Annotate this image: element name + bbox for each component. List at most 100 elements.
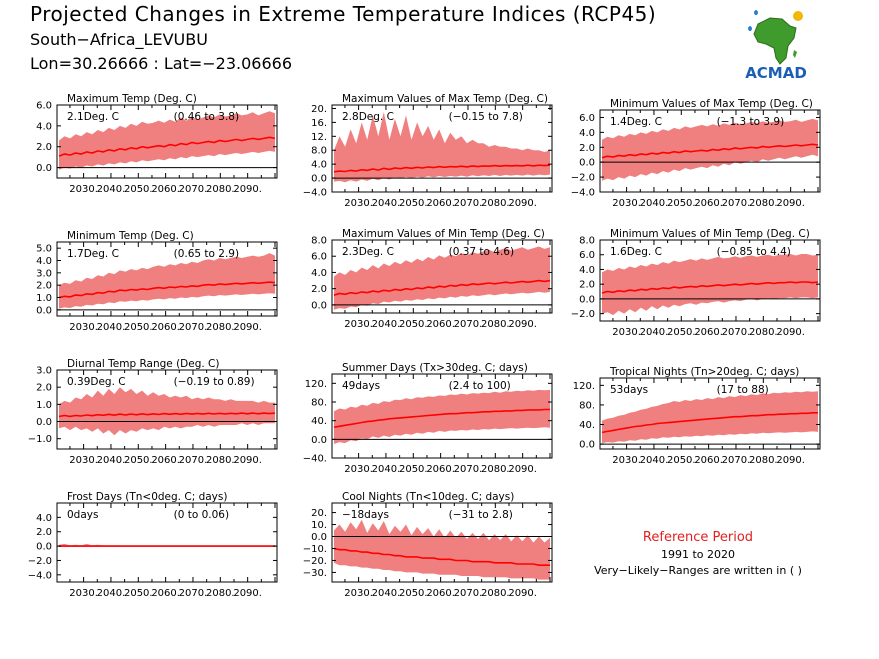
- x-tick-label: 2060.: [694, 198, 723, 209]
- mean-change-line: [601, 281, 819, 294]
- chart-panel-6: −2.00.02.04.06.08.02030.2040.2050.2060.2…: [571, 228, 821, 338]
- y-tick-label: 10.: [311, 520, 327, 531]
- y-tick-label: −4.0: [303, 188, 327, 199]
- reference-period-years: 1991 to 2020: [660, 548, 736, 561]
- x-tick-label: 2040.: [372, 319, 401, 330]
- y-tick-label: 0.0: [311, 532, 327, 543]
- x-tick-label: 2080.: [481, 198, 510, 209]
- y-tick-label: 4.0: [311, 160, 327, 171]
- x-tick-label: 2050.: [124, 184, 153, 195]
- y-tick-label: 16.: [311, 118, 327, 129]
- chart-likely-range: (−0.19 to 0.89): [174, 376, 255, 388]
- chart-panel-5: 0.0 2.0 4.0 6.0 8.0 2030.2040.2050.2060.2070.…: [311, 228, 553, 330]
- reference-period-title: Reference Period: [642, 530, 754, 545]
- x-tick-label: 2060.: [426, 464, 455, 475]
- y-tick-label: −2.0: [571, 173, 595, 184]
- chart-likely-range: (0.46 to 3.8): [174, 111, 240, 123]
- y-tick-label: −1.0: [28, 434, 52, 445]
- x-tick-label: 2080.: [749, 455, 778, 466]
- chart-title: Minimum Values of Min Temp (Deg. C): [610, 228, 810, 240]
- x-tick-label: 2090.: [508, 198, 537, 209]
- plot-frame: [56, 104, 278, 179]
- plot-frame: [331, 239, 553, 314]
- chart-panel-2: −4.0 0.0 4.0 8.0 12. 16. 20. 2030.2040.2050.206…: [303, 93, 553, 209]
- x-tick-label: 2060.: [694, 455, 723, 466]
- x-tick-label: 2040.: [372, 198, 401, 209]
- x-tick-label: 2080.: [481, 588, 510, 599]
- x-tick-label: 2060.: [151, 455, 180, 466]
- x-tick-label: 2050.: [124, 455, 153, 466]
- x-tick-label: 2070.: [454, 588, 483, 599]
- y-tick-label: 4.0: [36, 121, 52, 132]
- chart-title: Maximum Values of Min Temp (Deg. C): [342, 228, 545, 240]
- chart-summary: 2.3Deg. C: [342, 246, 394, 258]
- chart-panel-9: 0.040.80.120.2030.2040.2050.2060.2070.20…: [573, 366, 821, 466]
- chart-summary: 49days: [342, 380, 380, 392]
- chart-likely-range: (0.65 to 2.9): [174, 248, 240, 260]
- x-tick-label: 2090.: [233, 455, 262, 466]
- x-tick-label: 2090.: [776, 198, 805, 209]
- x-tick-label: 2090.: [233, 184, 262, 195]
- chart-title: Maximum Values of Max Temp (Deg. C): [342, 93, 548, 105]
- y-tick-label: 5.0: [36, 244, 52, 255]
- likely-range-band: [334, 112, 550, 183]
- y-tick-label: 2.0: [36, 281, 52, 292]
- chart-title: Minimum Values of Max Temp (Deg. C): [610, 98, 813, 110]
- y-tick-label: 0.0: [579, 294, 595, 305]
- y-tick-label: 0.0: [36, 163, 52, 174]
- y-tick-label: −2.0: [28, 556, 52, 567]
- chart-summary: 1.4Deg. C: [610, 116, 662, 128]
- x-tick-label: 2090.: [508, 588, 537, 599]
- x-tick-label: 2040.: [372, 464, 401, 475]
- x-tick-label: 2080.: [206, 184, 235, 195]
- chart-summary: 1.7Deg. C: [67, 248, 119, 260]
- y-tick-label: −4.0: [28, 570, 52, 581]
- x-tick-label: 2070.: [179, 184, 208, 195]
- y-tick-label: 6.0: [36, 101, 52, 112]
- coordinates: Lon=30.26666 : Lat=−23.06666: [30, 54, 293, 73]
- chart-summary: 2.8Deg. C: [342, 111, 394, 123]
- y-tick-label: 12.: [311, 132, 327, 143]
- x-tick-label: 2040.: [640, 455, 669, 466]
- x-tick-label: 2070.: [179, 588, 208, 599]
- x-tick-label: 2070.: [722, 198, 751, 209]
- y-tick-label: 0.0: [311, 435, 327, 446]
- chart-likely-range: (−1.3 to 3.9): [717, 116, 785, 128]
- x-tick-label: 2070.: [179, 455, 208, 466]
- x-tick-label: 2030.: [612, 327, 641, 338]
- x-tick-label: 2040.: [97, 588, 126, 599]
- x-tick-label: 2050.: [667, 198, 696, 209]
- x-tick-label: 2070.: [454, 198, 483, 209]
- y-tick-label: 40.: [579, 420, 595, 431]
- chart-title: Summer Days (Tx>30deg. C; days): [342, 362, 528, 374]
- x-tick-label: 2050.: [667, 455, 696, 466]
- likely-range-band: [59, 387, 275, 436]
- x-tick-label: 2090.: [508, 319, 537, 330]
- plot-frame: [56, 241, 278, 317]
- x-tick-label: 2080.: [749, 327, 778, 338]
- plot-frame: [599, 239, 821, 322]
- y-tick-label: 1.0: [36, 293, 52, 304]
- likely-range-band: [59, 253, 275, 309]
- x-tick-label: 2080.: [481, 319, 510, 330]
- x-tick-label: 2060.: [426, 319, 455, 330]
- x-tick-label: 2040.: [97, 184, 126, 195]
- y-tick-label: −20.: [303, 556, 327, 567]
- x-tick-label: 2080.: [206, 322, 235, 333]
- chart-title: Diurnal Temp Range (Deg. C): [67, 358, 219, 370]
- chart-likely-range: (−31 to 2.8): [449, 509, 513, 521]
- chart-panel-1: 0.0 2.0 4.0 6.0 2030.2040.2050.2060.2070.208…: [36, 93, 278, 195]
- likely-range-band: [334, 246, 550, 310]
- y-tick-label: −10.: [303, 544, 327, 555]
- x-tick-label: 2090.: [776, 327, 805, 338]
- y-tick-label: −30.: [303, 568, 327, 579]
- chart-title: Maximum Temp (Deg. C): [67, 93, 197, 105]
- y-tick-label: 2.0: [579, 280, 595, 291]
- x-tick-label: 2050.: [399, 588, 428, 599]
- plot-frame: [56, 502, 278, 583]
- x-tick-label: 2050.: [667, 327, 696, 338]
- y-tick-label: 6.0: [579, 113, 595, 124]
- y-tick-label: 2.0: [36, 383, 52, 394]
- plot-frame: [599, 109, 821, 193]
